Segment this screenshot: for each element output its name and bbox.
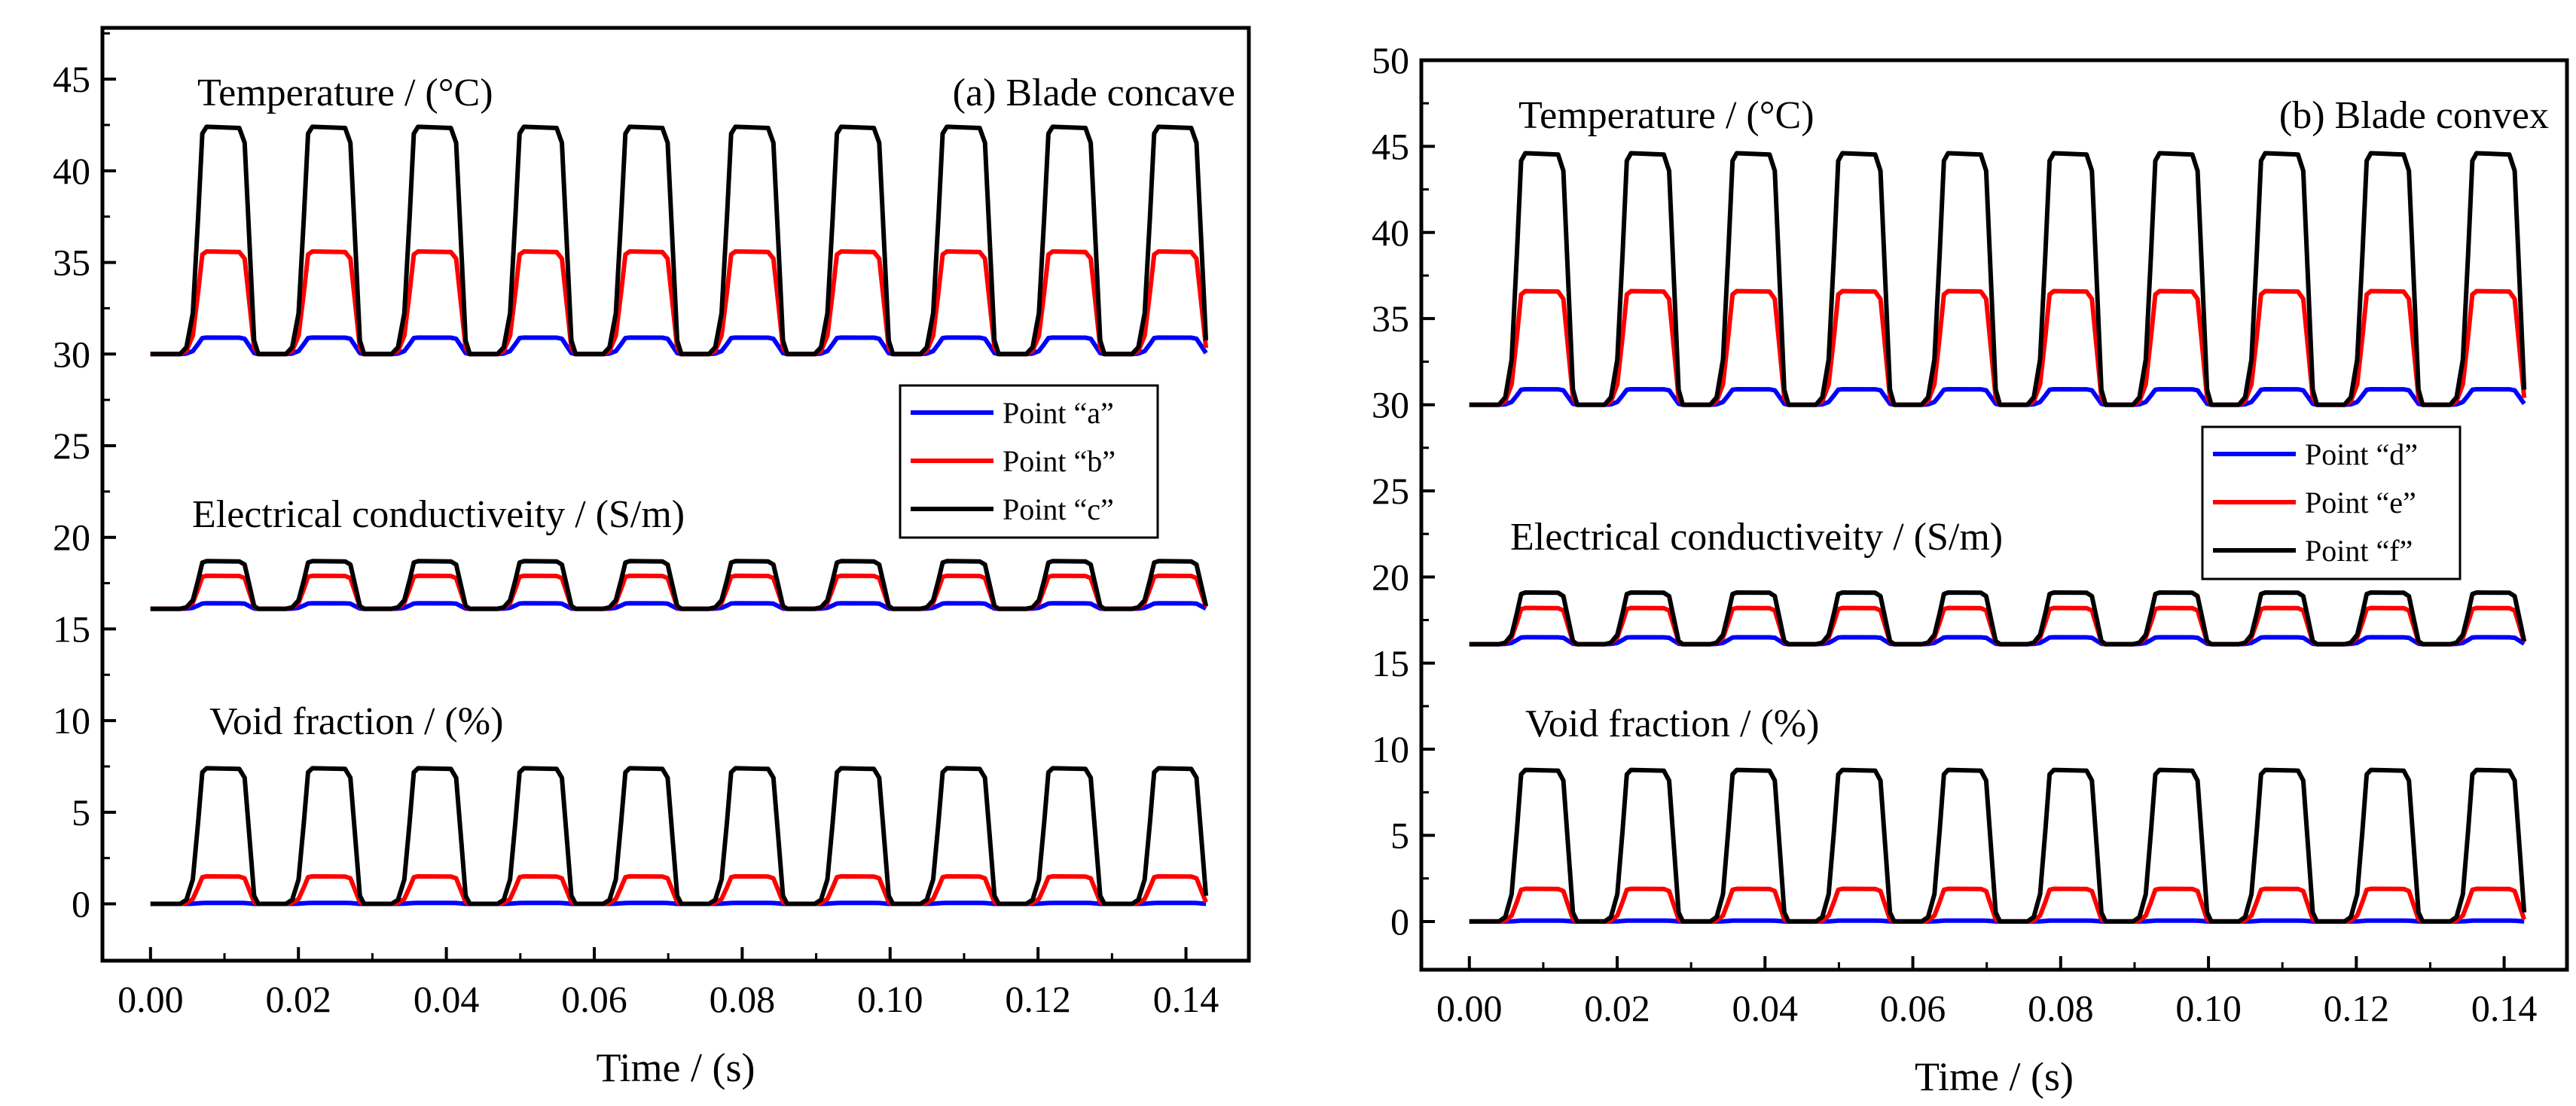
legend-label: Point “f” — [2305, 534, 2413, 568]
quantity-annotation: Temperature / (°C) — [197, 72, 493, 114]
x-axis-title: Time / (s) — [1915, 1054, 2074, 1099]
y-tick-label: 35 — [53, 242, 90, 284]
series-line-8 — [150, 766, 1209, 906]
y-tick-label: 45 — [1372, 125, 1409, 167]
y-tick-label: 0 — [72, 883, 90, 925]
series-group — [1469, 151, 2527, 924]
x-tick-label: 0.12 — [2324, 987, 2390, 1029]
y-tick-label: 30 — [53, 333, 90, 375]
y-tick-label: 15 — [53, 608, 90, 650]
y-tick-label: 20 — [1372, 556, 1409, 598]
x-axis-title: Time / (s) — [596, 1045, 755, 1090]
legend-label: Point “e” — [2305, 486, 2416, 519]
y-tick-label: 30 — [1372, 384, 1409, 426]
x-tick-label: 0.12 — [1005, 978, 1071, 1020]
x-tick-label: 0.02 — [265, 978, 331, 1020]
x-tick-label: 0.10 — [2175, 987, 2242, 1029]
x-tick-label: 0.04 — [414, 978, 480, 1020]
y-tick-label: 50 — [1372, 39, 1409, 81]
x-tick-label: 0.06 — [1880, 987, 1946, 1029]
y-tick-label: 5 — [72, 791, 90, 833]
series-line-2 — [1469, 151, 2527, 407]
series-group — [150, 124, 1209, 906]
legend-label: Point “a” — [1003, 396, 1114, 430]
panel-label: (b) Blade convex — [2279, 94, 2549, 137]
x-tick-label: 0.08 — [710, 978, 776, 1020]
series-line-2 — [150, 124, 1209, 357]
quantity-annotation: Void fraction / (%) — [1525, 702, 1819, 745]
y-tick-label: 20 — [53, 516, 90, 559]
x-tick-label: 0.10 — [857, 978, 923, 1020]
panel-blade-concave: 0.00 0.02 0.04 0.06 0.08 0.10 0.12 0.14 0 5 10 15 20… — [53, 26, 1251, 1090]
plot-frame — [100, 26, 1251, 963]
y-tick-label: 0 — [1390, 900, 1409, 943]
panel-label: (a) Blade concave — [953, 72, 1235, 114]
legend-label: Point “b” — [1003, 444, 1116, 478]
quantity-annotation: Electrical conductiveity / (S/m) — [192, 493, 685, 536]
y-tick-label: 15 — [1372, 642, 1409, 684]
y-tick-label: 10 — [53, 699, 90, 742]
panel-blade-convex: 0.00 0.02 0.04 0.06 0.08 0.10 0.12 0.14 0 5 10 15 20… — [1372, 39, 2569, 1099]
legend-label: Point “d” — [2305, 437, 2418, 471]
legend-label: Point “c” — [1003, 492, 1114, 526]
y-tick-label: 40 — [1372, 212, 1409, 254]
x-tick-label: 0.04 — [1732, 987, 1799, 1029]
plot-frame — [1419, 58, 2569, 972]
x-tick-label: 0.02 — [1584, 987, 1650, 1029]
quantity-annotation: Temperature / (°C) — [1518, 94, 1814, 137]
x-tick-label: 0.00 — [118, 978, 184, 1020]
series-line-5 — [150, 559, 1209, 611]
quantity-annotation: Void fraction / (%) — [209, 700, 503, 743]
series-line-5 — [1469, 590, 2527, 647]
x-tick-label: 0.14 — [2471, 987, 2538, 1029]
legend: Point “d” Point “e” Point “f” — [2201, 425, 2462, 580]
y-tick-label: 10 — [1372, 728, 1409, 770]
y-tick-label: 40 — [53, 150, 90, 192]
y-tick-label: 25 — [1372, 470, 1409, 512]
x-tick-label: 0.06 — [561, 978, 627, 1020]
legend: Point “a” Point “b” Point “c” — [899, 384, 1159, 539]
quantity-annotation: Electrical conductiveity / (S/m) — [1510, 516, 2003, 559]
y-tick-label: 25 — [53, 425, 90, 467]
y-tick-label: 35 — [1372, 297, 1409, 340]
series-line-8 — [1469, 767, 2527, 924]
x-tick-label: 0.00 — [1436, 987, 1503, 1029]
x-tick-label: 0.08 — [2028, 987, 2094, 1029]
y-tick-label: 45 — [53, 58, 90, 100]
y-tick-label: 5 — [1390, 815, 1409, 857]
x-tick-label: 0.14 — [1153, 978, 1219, 1020]
